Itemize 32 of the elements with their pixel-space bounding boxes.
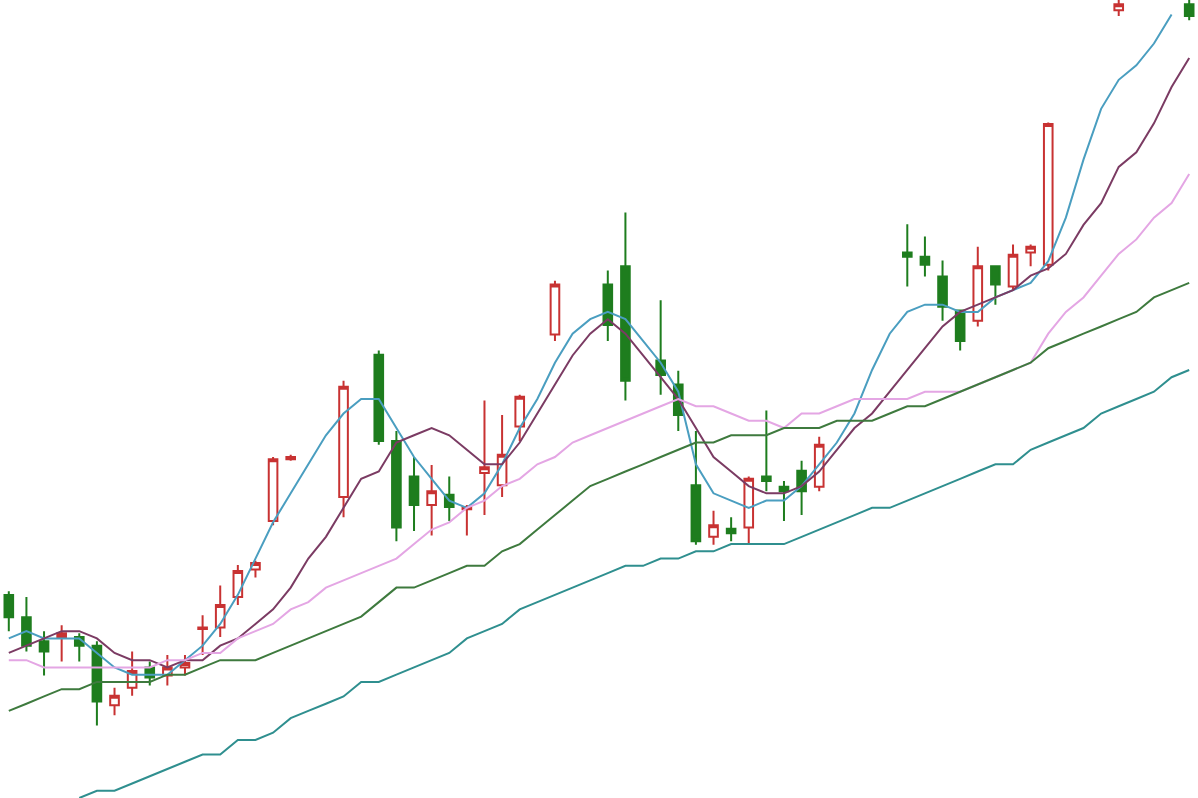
candlestick — [778, 479, 790, 522]
candlestick — [197, 614, 208, 657]
candlestick — [21, 596, 32, 653]
candlestick — [990, 265, 1001, 306]
candlestick — [3, 590, 15, 633]
candlestick — [1183, 0, 1195, 22]
candlestick — [725, 516, 737, 543]
candlestick — [937, 259, 948, 322]
candlestick — [285, 453, 296, 462]
candlestick — [426, 464, 437, 537]
candlestick — [373, 349, 385, 446]
candlestick — [479, 399, 490, 517]
candlestick — [708, 509, 719, 546]
candlestick — [690, 429, 702, 546]
candlestick — [338, 379, 349, 519]
candlestick — [919, 235, 931, 278]
candlestick — [514, 393, 526, 443]
candlestick — [549, 279, 561, 342]
candlestick — [38, 630, 50, 677]
candlestick — [267, 456, 279, 527]
candlestick — [620, 211, 631, 402]
candlestick — [1007, 243, 1019, 292]
candlestick — [1042, 121, 1054, 272]
candlestick — [1025, 243, 1036, 268]
candlestick — [761, 409, 772, 493]
candlestick — [408, 456, 420, 533]
candlestick — [743, 475, 755, 546]
candlestick — [109, 686, 120, 717]
candlestick — [391, 429, 402, 543]
candlestick — [972, 245, 984, 328]
candlestick — [56, 624, 67, 663]
candlestick — [902, 223, 913, 288]
